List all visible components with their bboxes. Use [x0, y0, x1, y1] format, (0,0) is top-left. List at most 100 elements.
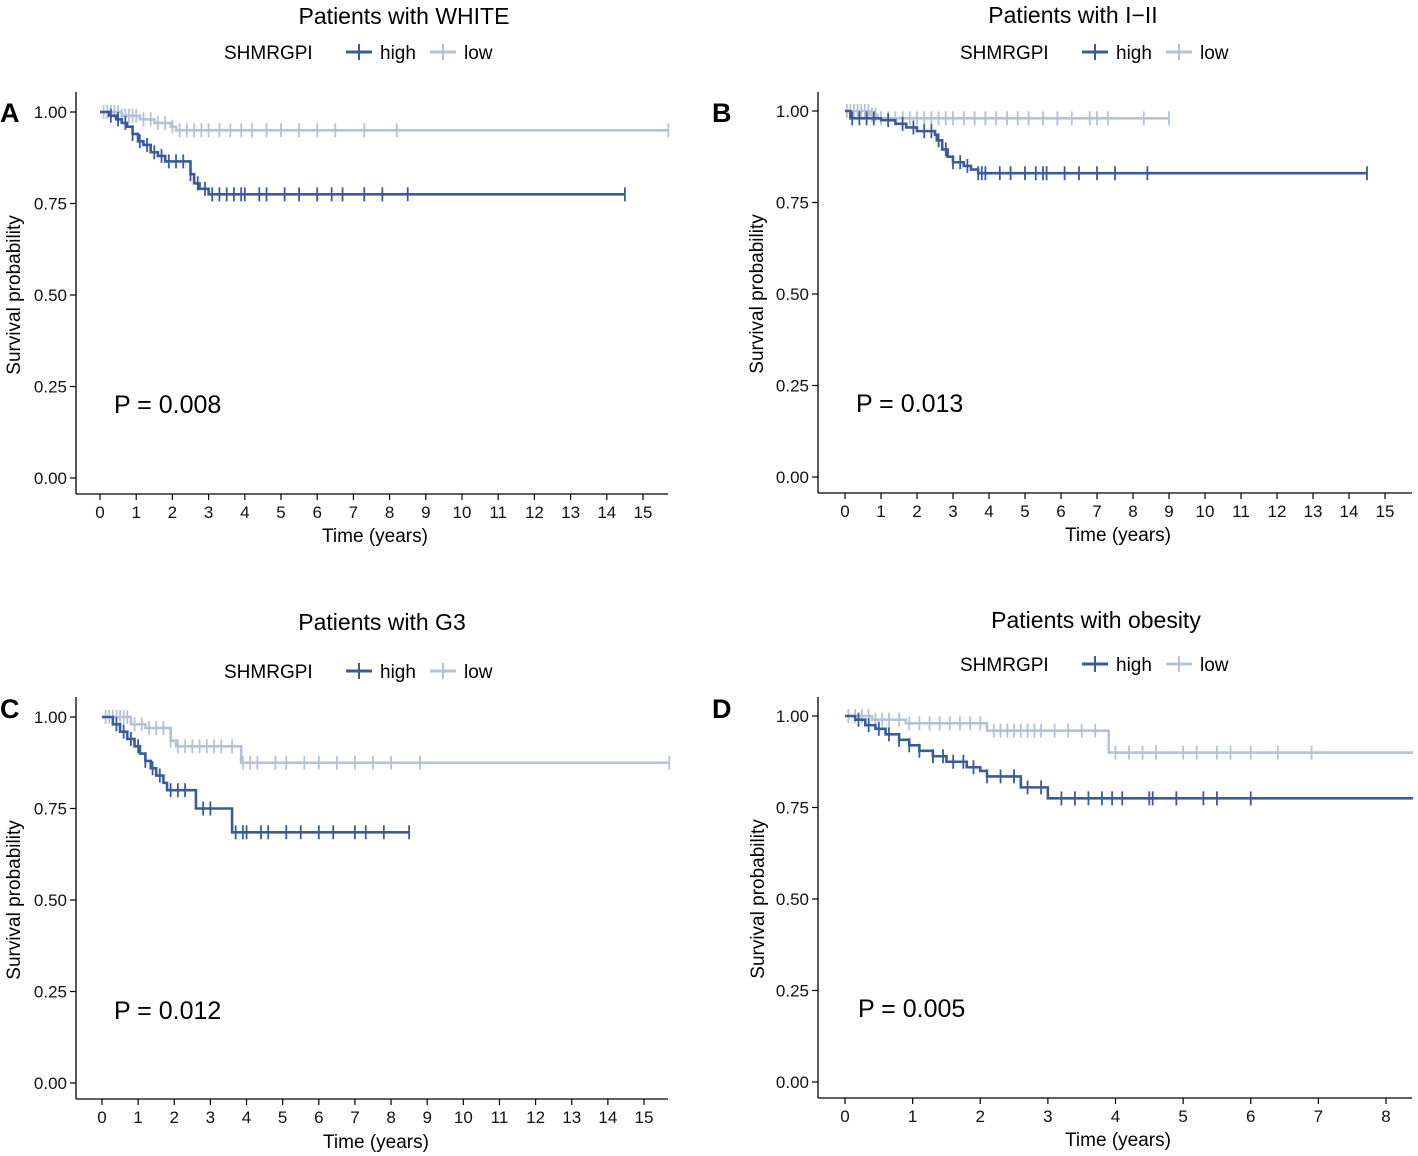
series-high: [100, 108, 626, 202]
x-tick-label: 9: [422, 1108, 431, 1127]
x-tick-label: 7: [349, 503, 358, 522]
x-tick-label: 0: [95, 503, 104, 522]
legend-entry-high: high: [346, 43, 416, 64]
y-tick-label: 1.00: [776, 707, 809, 726]
x-tick-label: 1: [131, 503, 140, 522]
x-tick-label: 8: [1381, 1107, 1390, 1126]
y-tick-label: 1.00: [34, 708, 67, 727]
x-tick-label: 2: [168, 503, 177, 522]
survival-curve-low: [100, 110, 669, 132]
series-low: [100, 105, 670, 138]
series-high: [845, 712, 1414, 806]
y-axis-label: Survival probability: [747, 214, 768, 374]
survival-curve-high: [100, 110, 625, 196]
x-tick-label: 3: [1043, 1107, 1052, 1126]
series-low: [845, 104, 1170, 126]
series-low: [102, 710, 671, 770]
legend-title: SHMRGPI: [224, 662, 313, 683]
y-tick-label: 0.75: [776, 194, 809, 213]
y-tick-label: 0.75: [776, 799, 809, 818]
x-tick-label: 11: [491, 1108, 509, 1127]
x-tick-label: 6: [1246, 1107, 1255, 1126]
x-tick-label: 5: [278, 1108, 287, 1127]
x-tick-label: 1: [908, 1107, 917, 1126]
y-tick-label: 0.50: [776, 285, 809, 304]
panel-letter: A: [0, 98, 20, 128]
x-tick-label: 10: [454, 1108, 473, 1127]
x-tick-label: 14: [1340, 502, 1359, 521]
x-tick-label: 7: [1314, 1107, 1323, 1126]
y-tick-label: 1.00: [776, 102, 809, 121]
y-tick-label: 0.25: [34, 378, 67, 397]
p-value-label: P = 0.012: [114, 997, 221, 1025]
series-low: [845, 709, 1414, 760]
x-tick-label: 15: [1376, 502, 1395, 521]
panel-d: Patients with obesity SHMRGPI high low D 0.00…: [712, 607, 1414, 1151]
x-tick-label: 7: [350, 1108, 359, 1127]
y-tick-label: 0.00: [34, 1074, 67, 1093]
panel-title: Patients with G3: [298, 609, 465, 635]
legend-entry-low: low: [430, 662, 493, 683]
panel-b: Patients with I−II SHMRGPI high low B 0.00 0.2…: [712, 2, 1412, 546]
legend-label: high: [380, 43, 416, 64]
y-tick-label: 0.25: [776, 377, 809, 396]
x-tick-label: 6: [314, 1108, 323, 1127]
x-tick-label: 8: [386, 1108, 395, 1127]
x-axis-label: Time (years): [323, 1132, 429, 1153]
x-tick-label: 4: [984, 502, 993, 521]
x-tick-label: 8: [1128, 502, 1137, 521]
x-tick-label: 0: [840, 1107, 849, 1126]
x-tick-label: 14: [598, 1108, 617, 1127]
x-tick-label: 6: [1056, 502, 1065, 521]
x-tick-label: 3: [948, 502, 957, 521]
y-tick-label: 0.00: [776, 468, 809, 487]
legend-label: high: [380, 662, 416, 683]
x-tick-label: 2: [976, 1107, 985, 1126]
x-tick-label: 7: [1092, 502, 1101, 521]
panel-title: Patients with obesity: [991, 607, 1201, 633]
x-axis-label: Time (years): [1065, 1130, 1171, 1151]
x-axis-label: Time (years): [1065, 525, 1171, 546]
x-tick-label: 0: [97, 1108, 106, 1127]
panel-title: Patients with WHITE: [299, 3, 510, 29]
x-tick-label: 9: [1164, 502, 1173, 521]
x-tick-label: 5: [1178, 1107, 1187, 1126]
y-axis-label: Survival probability: [748, 819, 769, 979]
x-tick-label: 8: [385, 503, 394, 522]
survival-curve-low: [845, 714, 1414, 754]
x-tick-label: 14: [597, 503, 616, 522]
y-tick-label: 0.50: [776, 890, 809, 909]
legend-label: low: [464, 43, 493, 64]
x-tick-label: 13: [562, 1108, 581, 1127]
x-tick-label: 4: [242, 1108, 251, 1127]
panel-c: Patients with G3 SHMRGPI high low C 0.00 0.25 0…: [0, 609, 671, 1153]
legend-title: SHMRGPI: [224, 43, 313, 64]
x-tick-label: 12: [525, 503, 544, 522]
survival-curve-high: [845, 714, 1414, 800]
survival-curve-low: [102, 715, 670, 765]
x-tick-label: 5: [1020, 502, 1029, 521]
x-tick-label: 3: [206, 1108, 215, 1127]
legend-entry-low: low: [1166, 43, 1229, 64]
x-tick-label: 5: [276, 503, 285, 522]
y-tick-label: 0.50: [34, 286, 67, 305]
x-tick-label: 3: [204, 503, 213, 522]
legend-title: SHMRGPI: [960, 655, 1049, 676]
x-tick-label: 1: [876, 502, 885, 521]
legend-entry-high: high: [346, 662, 416, 683]
y-tick-label: 0.50: [34, 891, 67, 910]
x-tick-label: 1: [133, 1108, 142, 1127]
x-tick-label: 4: [1111, 1107, 1120, 1126]
x-tick-label: 6: [312, 503, 321, 522]
x-tick-label: 11: [1232, 502, 1250, 521]
survival-curve-high: [102, 715, 410, 834]
x-tick-label: 15: [634, 503, 653, 522]
legend-entry-low: low: [1166, 655, 1229, 676]
panel-a: Patients with WHITE SHMRGPI high low A 0.00 0.…: [0, 3, 670, 547]
y-tick-label: 0.25: [34, 983, 67, 1002]
legend-entry-high: high: [1082, 43, 1152, 64]
x-tick-label: 13: [561, 503, 580, 522]
legend-entry-high: high: [1082, 655, 1152, 676]
x-tick-label: 10: [453, 503, 472, 522]
